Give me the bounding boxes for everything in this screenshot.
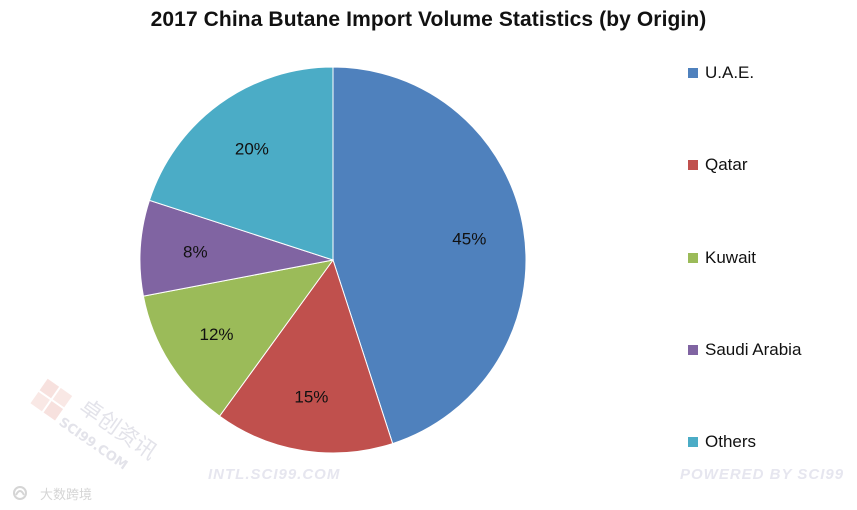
data-label-others: 20%: [235, 139, 269, 158]
legend-swatch-qatar: [688, 160, 698, 170]
data-label-u-a-e: 45%: [452, 229, 486, 248]
legend-swatch-saudi-arabia: [688, 345, 698, 355]
pie-slice-kuwait[interactable]: [142, 259, 335, 417]
legend-item-kuwait[interactable]: Kuwait: [688, 247, 756, 269]
watermark-powered: POWERED BY SCI99: [680, 466, 845, 483]
legend-label-saudi-arabia: Saudi Arabia: [705, 340, 802, 359]
legend-swatch-kuwait: [688, 253, 698, 263]
data-label-qatar: 15%: [294, 387, 328, 406]
legend-item-saudi-arabia[interactable]: Saudi Arabia: [688, 339, 801, 361]
legend-item-others[interactable]: Others: [688, 431, 756, 453]
legend-swatch-uae: [688, 68, 698, 78]
legend-item-uae[interactable]: U.A.E.: [688, 62, 754, 84]
data-label-saudi-arabia: 8%: [183, 242, 208, 261]
legend-label-kuwait: Kuwait: [705, 248, 757, 267]
pie-slice-others[interactable]: [148, 66, 334, 261]
sci99-watermark-logo: 卓创资讯 SCI99.COM: [13, 378, 161, 500]
legend-label-qatar: Qatar: [705, 155, 748, 174]
data-label-kuwait: 12%: [199, 325, 233, 344]
legend-swatch-others: [688, 437, 698, 447]
pie-data-labels: 45% 15% 12% 8% 20%: [183, 139, 486, 406]
pie-slices: [139, 66, 527, 454]
watermark-brand-cn: 大数跨境: [40, 487, 93, 502]
legend-item-qatar[interactable]: Qatar: [688, 154, 748, 176]
pie-slice-saudi-arabia[interactable]: [139, 199, 334, 297]
pie-slice-u-a-e[interactable]: [332, 66, 527, 445]
chart-title: 2017 China Butane Import Volume Statisti…: [150, 8, 707, 31]
pie-slice-qatar[interactable]: [218, 258, 394, 454]
legend-label-uae: U.A.E.: [705, 63, 755, 82]
legend-label-others: Others: [705, 432, 757, 451]
watermark-intl: INTL.SCI99.COM: [208, 466, 341, 483]
